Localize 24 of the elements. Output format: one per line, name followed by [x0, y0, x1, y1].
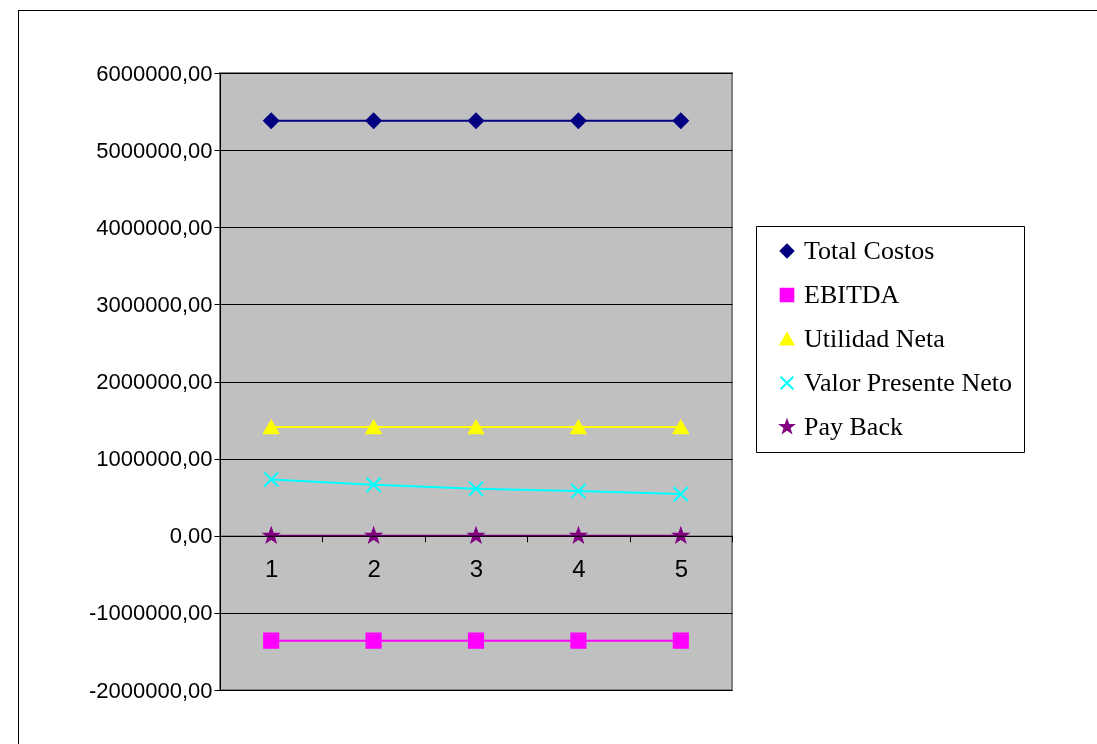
y-tick-label: 2000000,00	[96, 369, 213, 394]
point	[467, 480, 485, 497]
point	[570, 482, 587, 500]
legend-label: Valor Presente Neto	[804, 368, 1012, 397]
point	[263, 471, 280, 488]
x-tick-label: 4	[572, 555, 586, 583]
x-tick-label: 2	[367, 555, 381, 583]
legend-label: EBITDA	[804, 280, 900, 309]
x-tick-label: 1	[265, 555, 279, 583]
point	[672, 486, 689, 503]
y-tick-label: 0,00	[169, 523, 213, 549]
y-tick-label: -1000000,00	[88, 600, 213, 626]
y-tick-label: 6000000,00	[96, 60, 213, 86]
legend-label: Pay Back	[804, 412, 903, 441]
y-tick-label: -2000000,00	[88, 677, 213, 703]
y-tick-label: 4000000,00	[96, 214, 213, 240]
y-tick-label: 5000000,00	[96, 137, 213, 163]
y-tick-label: 3000000,00	[96, 291, 213, 317]
y-tick-label: 1000000,00	[96, 446, 213, 472]
x-tick-label: 5	[674, 555, 688, 583]
x-tick-label: 3	[469, 555, 484, 583]
legend-label: Utilidad Neta	[804, 324, 946, 353]
legend-label: Total Costos	[804, 236, 935, 265]
point	[365, 476, 382, 493]
